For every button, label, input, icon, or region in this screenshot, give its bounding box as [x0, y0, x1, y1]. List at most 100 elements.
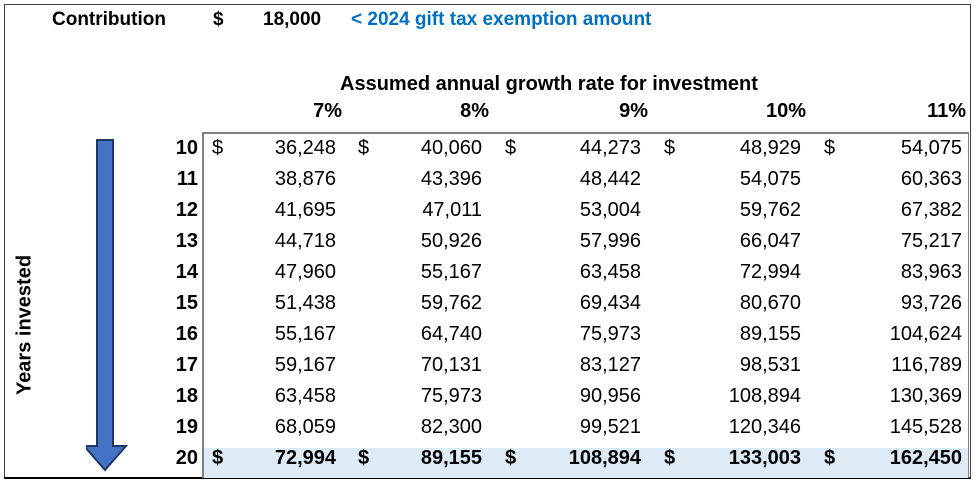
- years-label: 20: [175, 447, 198, 469]
- years-label: 14: [175, 261, 198, 283]
- value-cell: 57,996: [579, 230, 641, 252]
- value-cell: 51,438: [274, 292, 336, 314]
- table-row: 10 $36,248 $40,060 $44,273 $48,929 $54,075: [0, 133, 975, 164]
- rate-header-10: 10%: [765, 100, 806, 122]
- value-cell: 55,167: [420, 261, 482, 283]
- value-cell: 99,521: [579, 416, 641, 438]
- value-cell: 72,994: [274, 447, 336, 469]
- value-cell: 59,167: [274, 354, 336, 376]
- value-cell: 145,528: [889, 416, 962, 438]
- table-row: 16 55,167 64,740 75,973 89,155 104,624: [0, 319, 975, 350]
- years-label: 12: [175, 199, 198, 221]
- rate-header-7: 7%: [313, 100, 342, 122]
- value-cell: 64,740: [420, 323, 482, 345]
- value-cell: 43,396: [420, 168, 482, 190]
- contribution-amount: 18,000: [263, 9, 322, 30]
- value-cell: 93,726: [900, 292, 962, 314]
- table-row: 14 47,960 55,167 63,458 72,994 83,963: [0, 257, 975, 288]
- value-cell: 83,963: [900, 261, 962, 283]
- value-cell: 38,876: [274, 168, 336, 190]
- years-label: 19: [175, 416, 198, 438]
- currency-symbol: $: [358, 447, 370, 469]
- currency-symbol: $: [664, 137, 676, 159]
- value-cell: 44,273: [579, 137, 641, 159]
- value-cell: 72,994: [739, 261, 801, 283]
- table-row: 20 $72,994 $89,155 $108,894 $133,003 $162,450: [0, 443, 975, 474]
- value-cell: 47,011: [422, 199, 482, 221]
- value-cell: 50,926: [420, 230, 482, 252]
- contribution-label: Contribution: [52, 9, 166, 30]
- table-row: 13 44,718 50,926 57,996 66,047 75,217: [0, 226, 975, 257]
- years-label: 16: [175, 323, 198, 345]
- value-cell: 130,369: [889, 385, 962, 407]
- years-label: 18: [175, 385, 198, 407]
- currency-symbol: $: [505, 137, 517, 159]
- value-cell: 75,973: [420, 385, 482, 407]
- value-cell: 120,346: [728, 416, 801, 438]
- table-row: 19 68,059 82,300 99,521 120,346 145,528: [0, 412, 975, 443]
- value-cell: 40,060: [420, 137, 482, 159]
- value-cell: 60,363: [900, 168, 962, 190]
- years-label: 15: [175, 292, 198, 314]
- value-cell: 59,762: [739, 199, 801, 221]
- highlight-row-background: [204, 448, 969, 478]
- currency-symbol: $: [824, 137, 836, 159]
- currency-symbol: $: [824, 447, 836, 469]
- rate-header-11: 11%: [927, 100, 966, 122]
- value-cell: 54,075: [900, 137, 962, 159]
- value-cell: 104,624: [889, 323, 962, 345]
- value-cell: 90,956: [579, 385, 641, 407]
- column-group-title: Assumed annual growth rate for investmen…: [340, 73, 758, 95]
- value-cell: 55,167: [274, 323, 336, 345]
- value-cell: 162,450: [889, 447, 962, 469]
- sheet-frame: [4, 4, 971, 479]
- value-cell: 108,894: [568, 447, 641, 469]
- value-cell: 70,131: [420, 354, 482, 376]
- value-cell: 80,670: [739, 292, 801, 314]
- value-cell: 83,127: [579, 354, 641, 376]
- table-row: 11 38,876 43,396 48,442 54,075 60,363: [0, 164, 975, 195]
- value-cell: 68,059: [274, 416, 336, 438]
- years-label: 13: [175, 230, 198, 252]
- value-cell: 133,003: [728, 447, 801, 469]
- currency-symbol: $: [505, 447, 517, 469]
- value-cell: 89,155: [420, 447, 482, 469]
- arrow-down-icon: [86, 139, 129, 472]
- value-cell: 108,894: [728, 385, 801, 407]
- value-cell: 41,695: [274, 199, 336, 221]
- value-cell: 82,300: [420, 416, 482, 438]
- value-cell: 44,718: [274, 230, 336, 252]
- value-cell: 75,973: [579, 323, 641, 345]
- years-label: 10: [175, 137, 198, 159]
- value-cell: 66,047: [739, 230, 801, 252]
- currency-symbol: $: [212, 137, 224, 159]
- value-cell: 98,531: [739, 354, 801, 376]
- currency-symbol: $: [212, 447, 224, 469]
- data-grid: [202, 132, 969, 478]
- value-cell: 69,434: [579, 292, 641, 314]
- table-row: 15 51,438 59,762 69,434 80,670 93,726: [0, 288, 975, 319]
- value-cell: 53,004: [579, 199, 641, 221]
- currency-symbol: $: [664, 447, 676, 469]
- value-cell: 89,155: [739, 323, 801, 345]
- years-label: 17: [175, 354, 198, 376]
- years-label: 11: [176, 168, 198, 190]
- table-row: 17 59,167 70,131 83,127 98,531 116,789: [0, 350, 975, 381]
- value-cell: 67,382: [900, 199, 962, 221]
- table-row: 18 63,458 75,973 90,956 108,894 130,369: [0, 381, 975, 412]
- table-row: 12 41,695 47,011 53,004 59,762 67,382: [0, 195, 975, 226]
- currency-symbol: $: [358, 137, 370, 159]
- rate-header-8: 8%: [460, 100, 489, 122]
- value-cell: 63,458: [579, 261, 641, 283]
- value-cell: 63,458: [274, 385, 336, 407]
- value-cell: 54,075: [739, 168, 801, 190]
- value-cell: 48,442: [579, 168, 641, 190]
- value-cell: 47,960: [274, 261, 336, 283]
- contribution-currency: $: [213, 9, 224, 30]
- exemption-note: < 2024 gift tax exemption amount: [351, 9, 652, 30]
- value-cell: 116,789: [891, 354, 962, 376]
- value-cell: 48,929: [739, 137, 801, 159]
- value-cell: 36,248: [274, 137, 336, 159]
- rate-header-9: 9%: [619, 100, 648, 122]
- value-cell: 75,217: [900, 230, 962, 252]
